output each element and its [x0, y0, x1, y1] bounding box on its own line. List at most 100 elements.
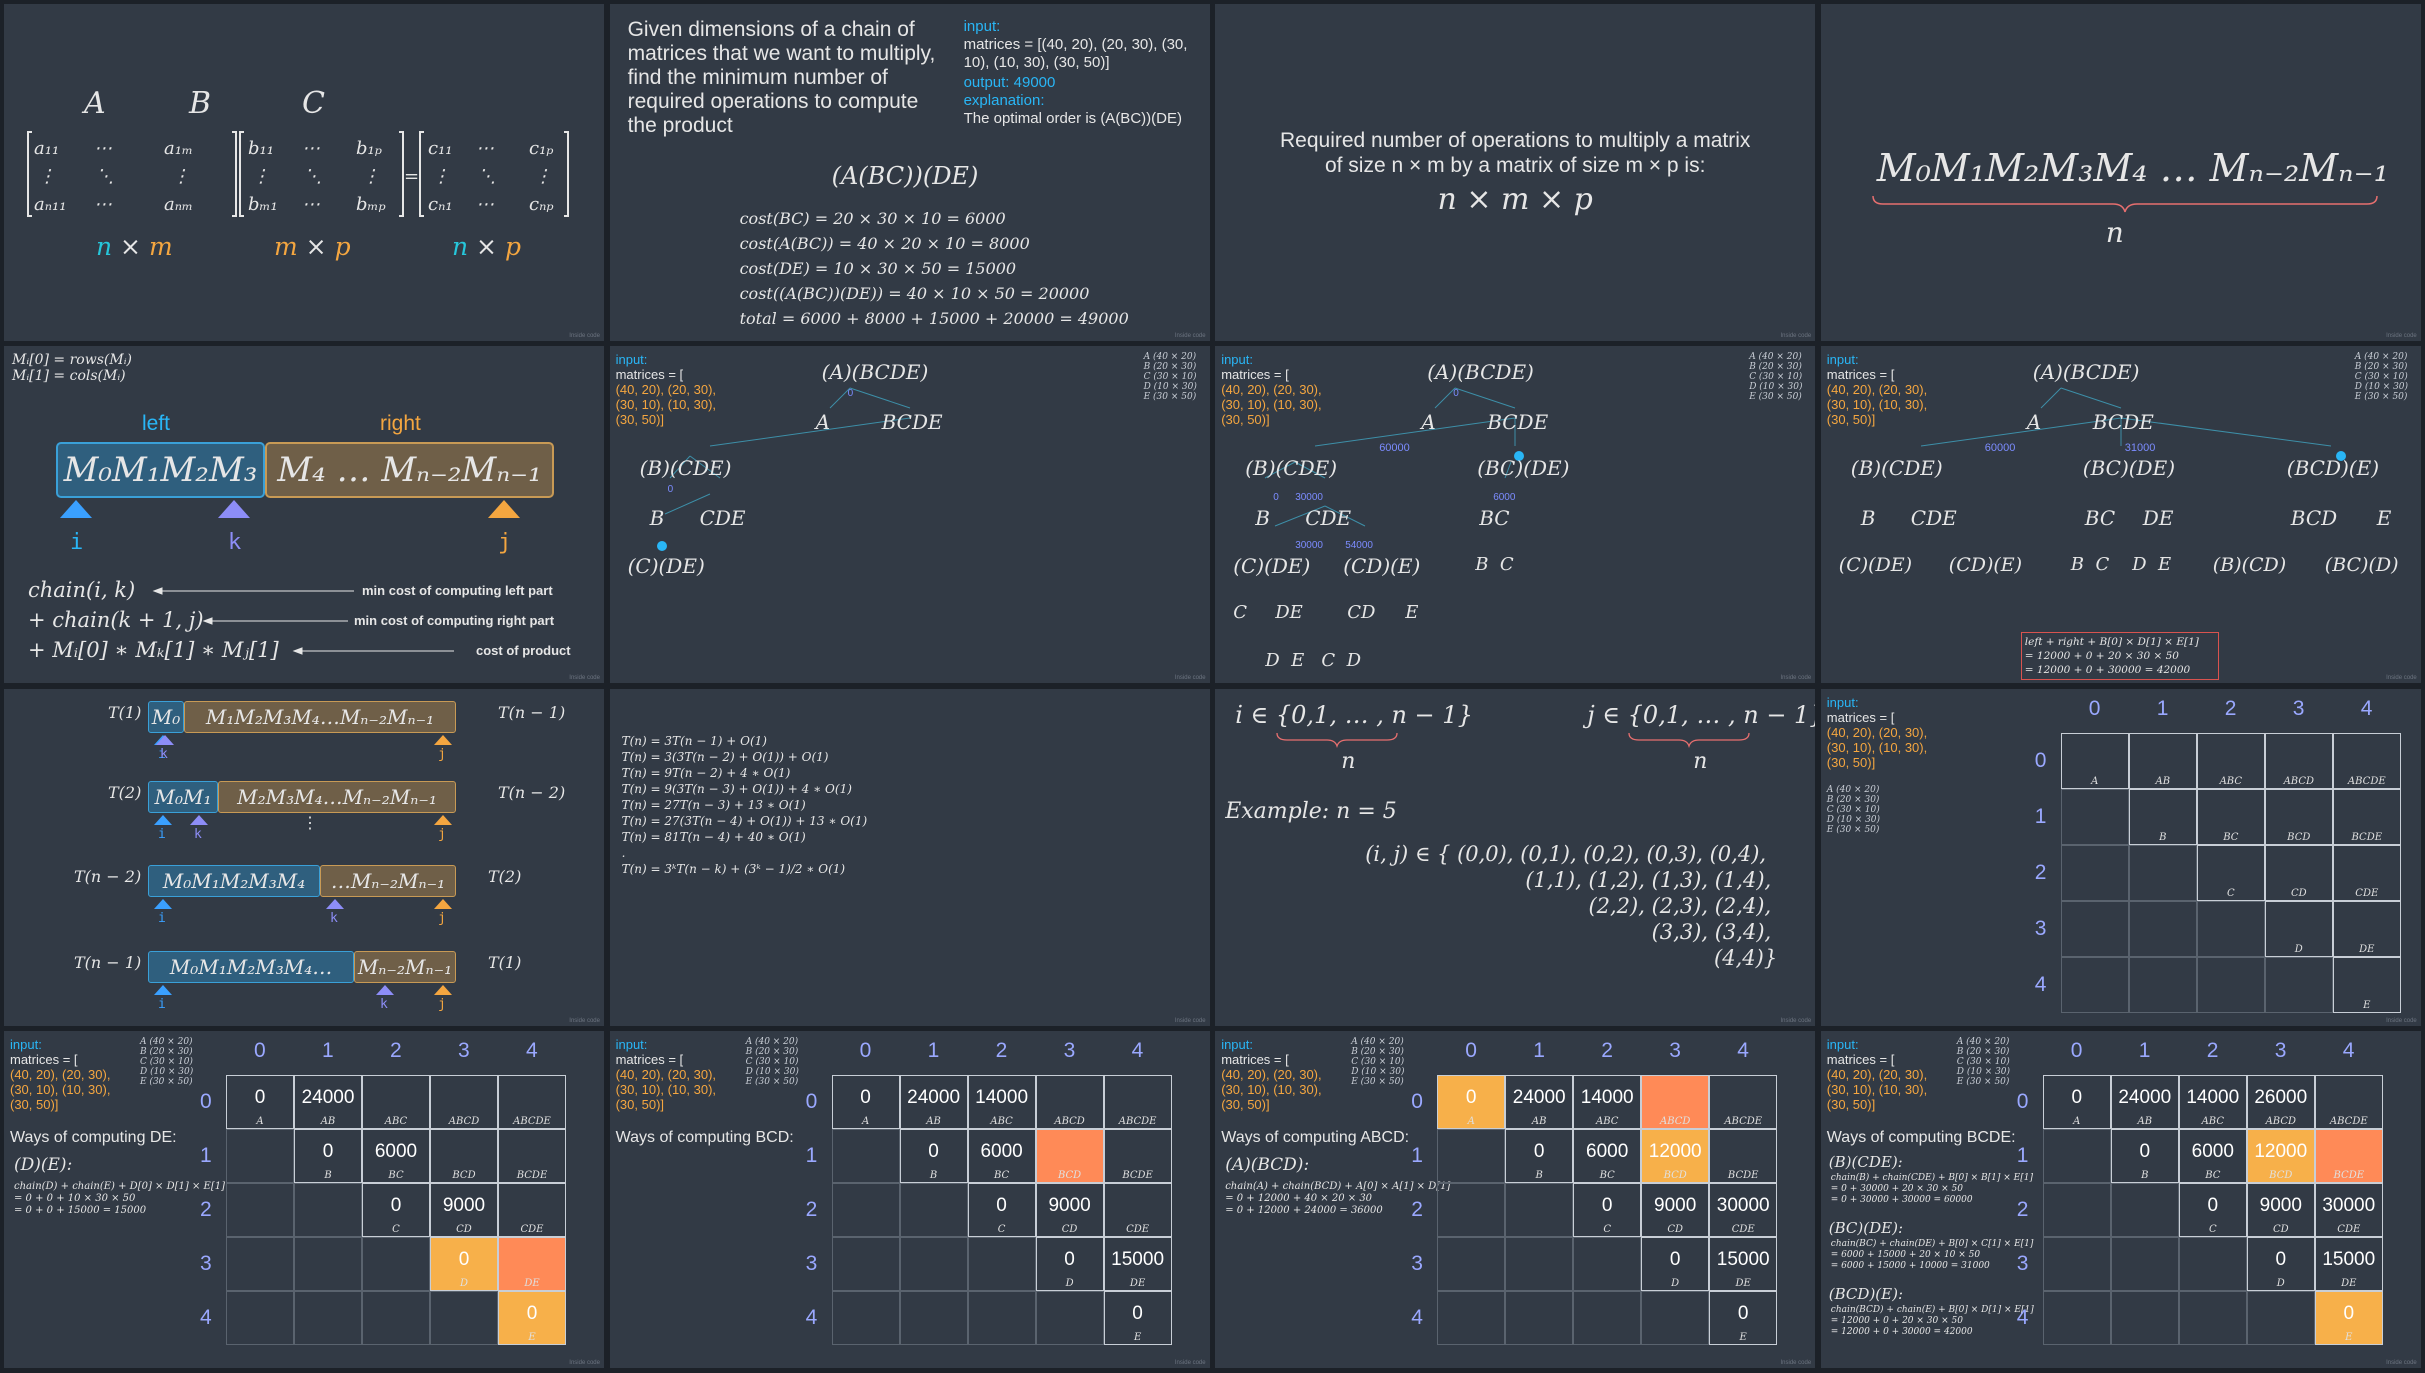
cell-label: C	[392, 1223, 400, 1235]
svg-text:⋱: ⋱	[478, 166, 496, 187]
tree-num: 60000	[1379, 442, 1410, 455]
tree-b-cde: (B)(CDE)	[639, 456, 732, 481]
tree-bc-de: (BC)(DE)	[2082, 456, 2175, 481]
legend-item: E (30 × 50)	[2354, 392, 2408, 403]
cell-label: CDE	[1731, 1223, 1755, 1235]
watermark: Inside code	[569, 1359, 600, 1366]
table-cell	[2060, 844, 2129, 901]
svg-text:⋮: ⋮	[172, 166, 190, 187]
column-header: 0	[1465, 1038, 1477, 1062]
cell-value: 6000	[374, 1140, 418, 1162]
cost-line: total = 6000 + 8000 + 15000 + 20000 = 49…	[739, 309, 1129, 328]
table-cell	[226, 1182, 294, 1237]
left-block: M₀M₁M₂M₃M₄	[148, 864, 320, 897]
cell-label: AB	[2137, 1115, 2153, 1127]
input-line: (30, 50)]	[1826, 412, 1876, 428]
left-block: M₀M₁	[148, 780, 218, 813]
left-label: left	[142, 412, 171, 436]
cell-label: DE	[524, 1277, 540, 1289]
panel-operations: Required number of operations to multipl…	[1215, 4, 1816, 341]
cell-value: 24000	[301, 1086, 355, 1108]
j-label: j	[498, 530, 512, 556]
right-label: right	[380, 412, 421, 436]
legend-item: D (10 × 30)	[745, 1066, 799, 1077]
watermark: Inside code	[2386, 675, 2417, 682]
underbrace	[1872, 195, 2378, 213]
table-cell	[226, 1290, 294, 1345]
table-cell	[1437, 1236, 1506, 1291]
table-cell: BCD	[2264, 788, 2333, 845]
row-header: 1	[200, 1143, 212, 1167]
cell-value: 0	[2139, 1140, 2151, 1162]
tree-e: E	[1405, 602, 1419, 624]
input-block: input: matrices = [ (40, 20), (20, 30), …	[1827, 1037, 1927, 1112]
cell-label: A	[861, 1115, 870, 1127]
tree-cde: CDE	[699, 506, 746, 531]
row-header: 2	[2034, 860, 2047, 884]
cell-value: 9000	[1654, 1194, 1697, 1216]
cell-value: 0	[1737, 1302, 1749, 1324]
table-cell: ABCDE	[1103, 1074, 1172, 1129]
cell-value: 0	[928, 1140, 939, 1162]
tree-b: B	[2070, 554, 2085, 576]
dim-a: n × m	[96, 232, 173, 261]
complexity-lines: T(n) = 3T(n − 1) + O(1) T(n) = 3(3T(n − …	[622, 733, 868, 877]
column-header: 0	[2088, 696, 2101, 720]
j-pointer	[488, 500, 520, 519]
legend-item: C (30 × 10)	[745, 1056, 799, 1067]
cell-label: A	[256, 1115, 264, 1127]
input-line: (40, 20), (20, 30),	[1826, 382, 1928, 398]
row-header: 3	[2016, 1251, 2029, 1275]
input-line: (30, 10), (10, 30),	[615, 397, 717, 413]
tree-d: D	[1346, 650, 1362, 672]
tree-num: 0	[847, 388, 854, 400]
legend-item: B (20 × 30)	[1826, 794, 1880, 805]
cell-value: 0	[2343, 1302, 2355, 1324]
legend-item: B (20 × 30)	[1351, 1046, 1404, 1057]
input-line: matrices = [	[1826, 367, 1895, 383]
cell-label: C	[2208, 1223, 2217, 1235]
formula-line: = 12000 + 0 + 20 × 30 × 50	[2024, 650, 2179, 663]
cost-line: cost((A(BC))(DE)) = 40 × 10 × 50 = 20000	[739, 284, 1090, 303]
table-cell	[967, 1236, 1036, 1291]
tree-b-cde: (B)(CDE)	[1850, 456, 1943, 481]
row-header: 3	[805, 1251, 818, 1275]
cell-label: BCDE	[2333, 1169, 2365, 1181]
input-line: (30, 10), (10, 30),	[615, 1081, 717, 1097]
recursion-tree	[1920, 387, 2346, 462]
cell-value: 24000	[2118, 1086, 2172, 1108]
legend-item: D (10 × 30)	[1749, 382, 1803, 393]
tree-e: E	[2376, 506, 2392, 531]
column-header: 0	[859, 1038, 872, 1062]
table-cell: ABCDE	[1709, 1074, 1778, 1129]
tree-bcd: BCD	[2290, 506, 2338, 531]
svg-text:⋱: ⋱	[304, 166, 322, 187]
cell-label: B	[2141, 1169, 2149, 1181]
cell-value: 30000	[1716, 1194, 1770, 1216]
formula-line: left + right + B[0] × D[1] × E[1]	[2024, 636, 2199, 649]
complexity-line: T(n) = 81T(n − 4) + 40 ∗ O(1)	[621, 829, 806, 844]
cell-label: AB	[2155, 775, 2171, 787]
svg-text:⋯: ⋯	[476, 138, 494, 159]
table-cell: AB 24000	[294, 1074, 362, 1129]
way-sub: (D)(E):	[14, 1154, 73, 1175]
formula-box	[2020, 632, 2219, 681]
legend-item: B (20 × 30)	[140, 1046, 193, 1057]
term-left: chain(i, k)	[28, 578, 136, 603]
input-line: (30, 50)]	[10, 1096, 59, 1112]
table-cell	[1505, 1182, 1574, 1237]
ways-title: Ways of computing ABCD:	[1221, 1128, 1410, 1146]
formula-line: = 0 + 0 + 15000 = 15000	[14, 1204, 147, 1216]
table-cell	[2178, 1290, 2247, 1345]
formula-line: = 0 + 30000 + 20 × 30 × 50	[1830, 1183, 1963, 1194]
cell-label: ABCDE	[1118, 1115, 1157, 1127]
legend: A (40 × 20) B (20 × 30) C (30 × 10) D (10 ×…	[1827, 785, 1880, 835]
tree-bc-de: (BC)(DE)	[1477, 456, 1570, 481]
legend-item: A (40 × 20)	[745, 1036, 799, 1047]
table-cell: CDE 30000	[1709, 1182, 1778, 1237]
input-line: (30, 50)]	[1826, 1096, 1876, 1112]
table-cell	[430, 1290, 498, 1345]
table-cell	[899, 1290, 968, 1345]
